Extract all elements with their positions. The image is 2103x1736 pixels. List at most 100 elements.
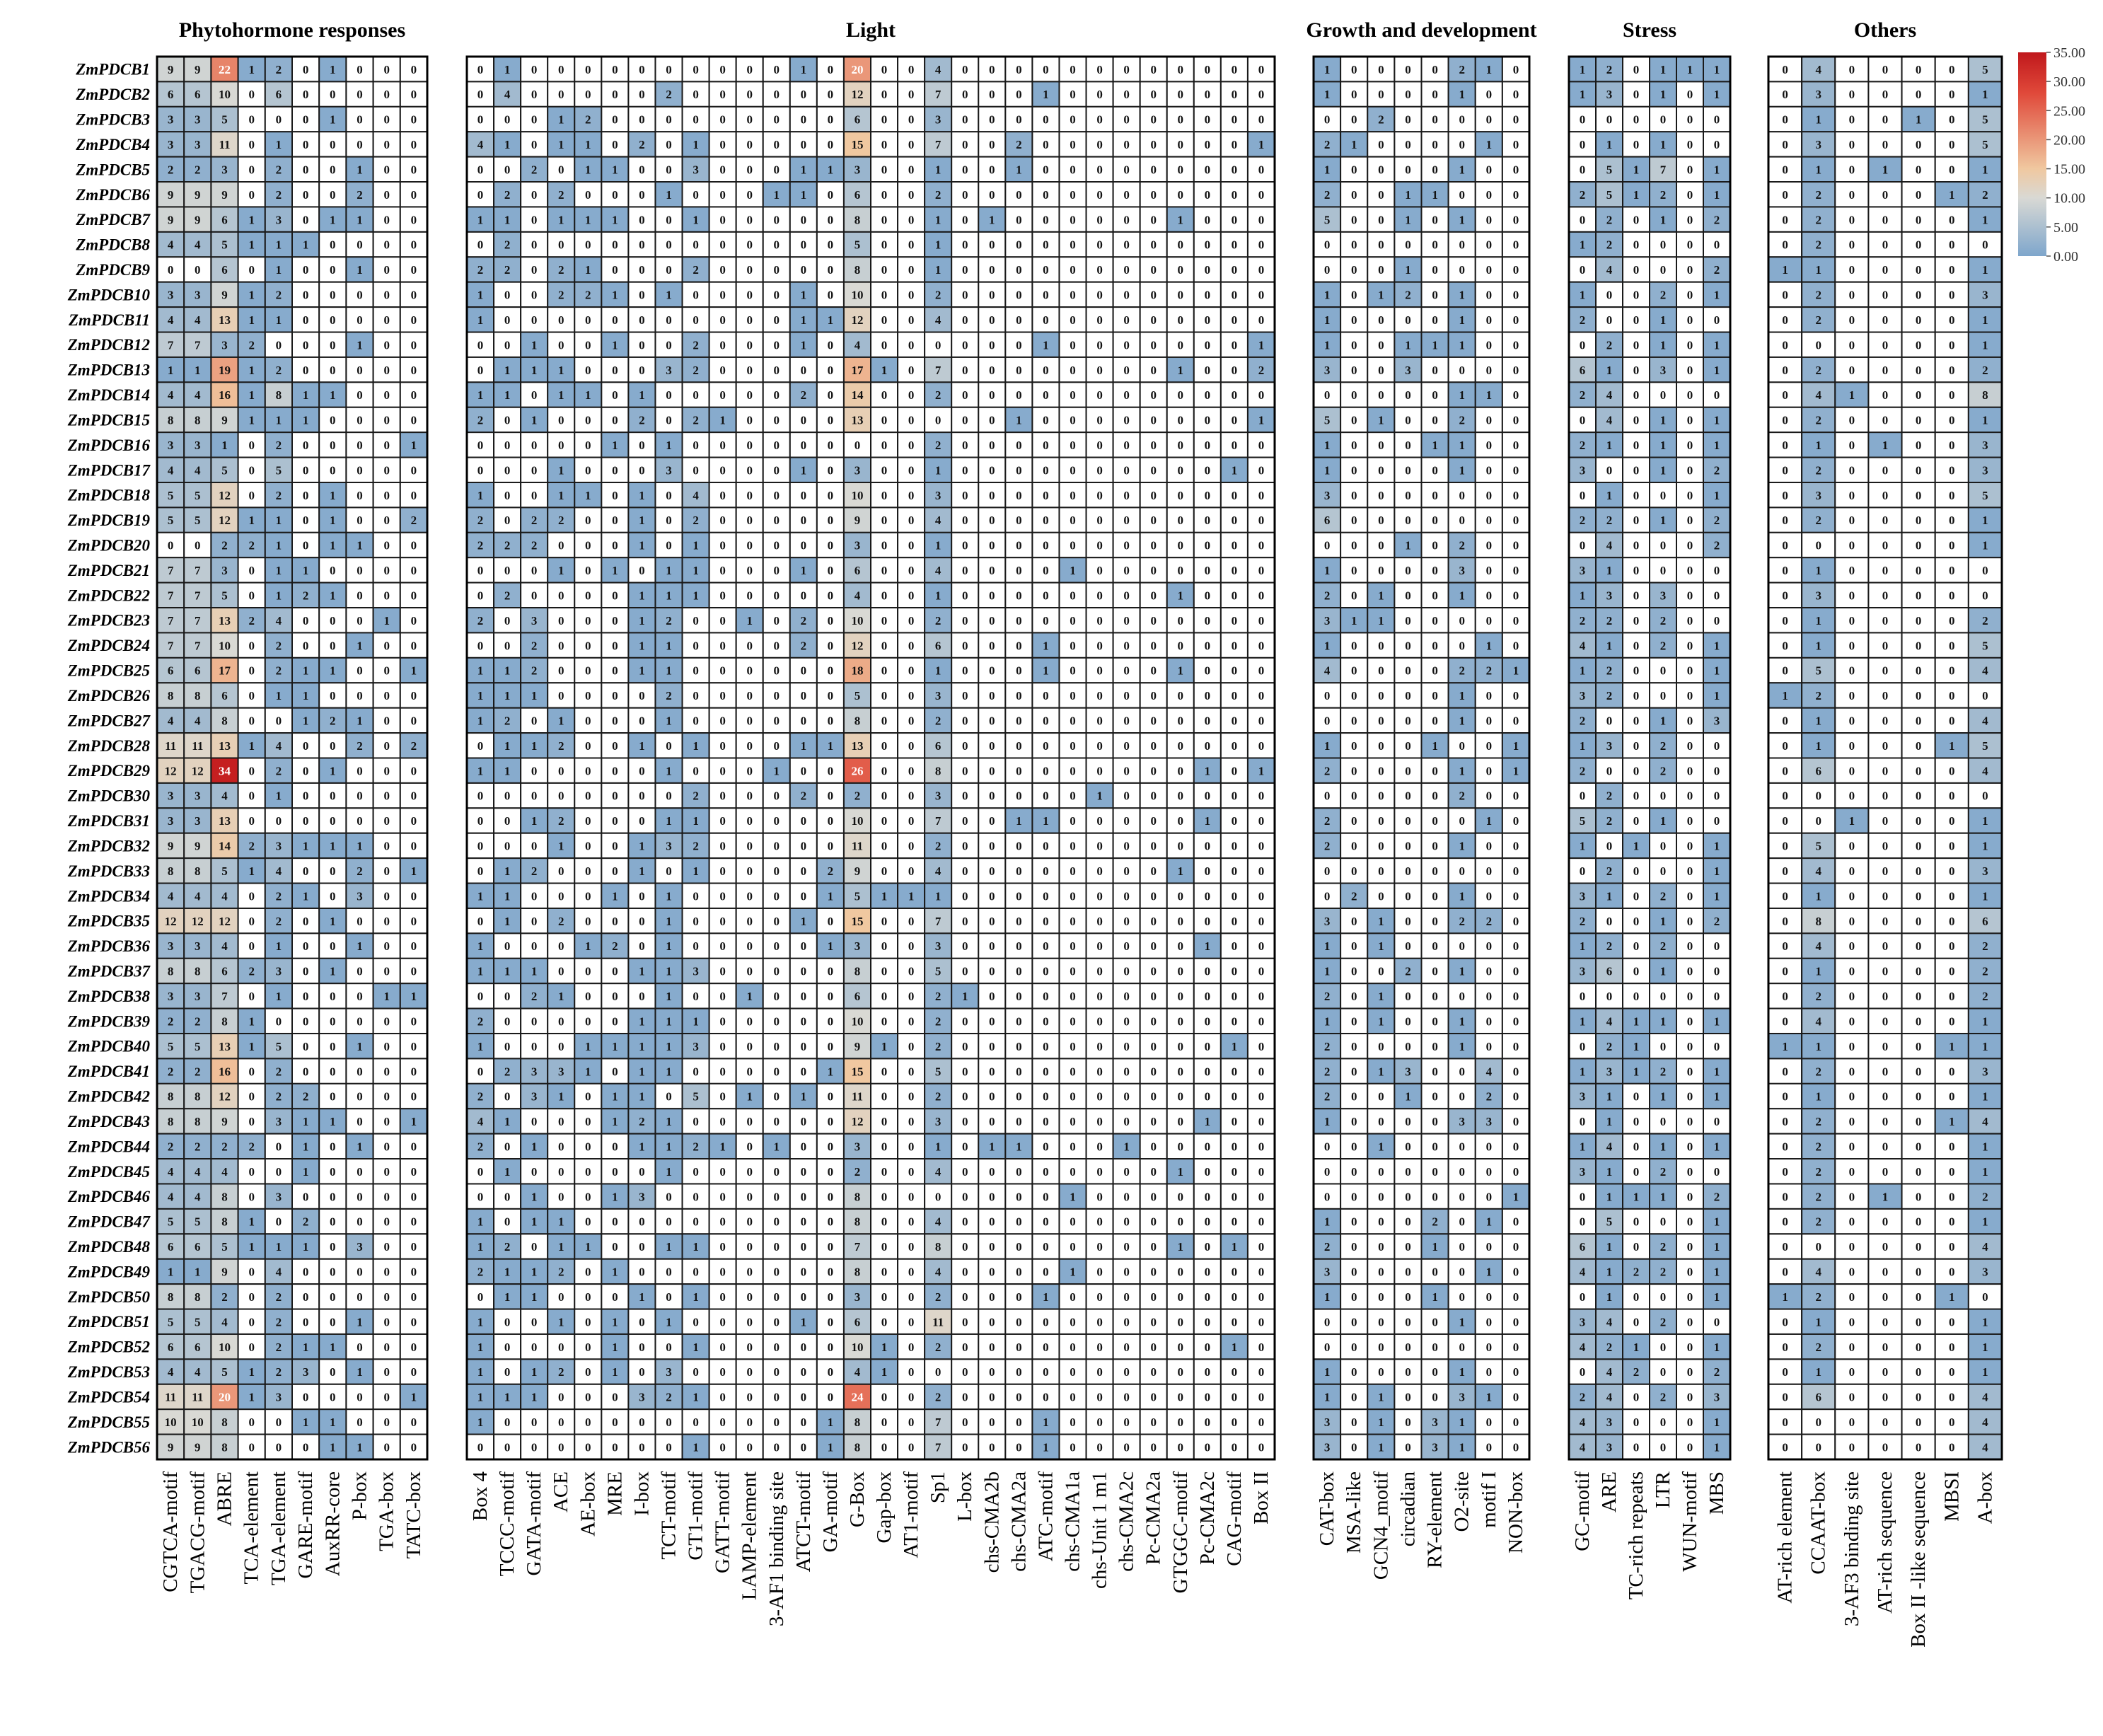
cell-value: 3 [357,889,363,903]
cell-value: 0 [248,1315,255,1329]
row-label: ZmPDCB15 [67,411,150,429]
cell-value: 0 [1096,1365,1103,1379]
cell-value: 1 [1378,289,1384,302]
cell-value: 0 [801,764,807,777]
cell-value: 20 [851,63,863,76]
cell-value: 0 [383,814,390,828]
cell-value: 0 [195,263,201,277]
cell-value: 0 [1096,1115,1103,1128]
heatmap-cell [156,356,185,383]
cell-value: 16 [219,1065,231,1078]
column-label: TCA-element [241,1471,263,1584]
cell-value: 0 [357,463,363,477]
cell-value: 0 [303,1040,309,1053]
cell-value: 0 [1205,1341,1211,1354]
cell-value: 6 [195,1341,201,1354]
cell-value: 0 [962,1365,968,1379]
cell-value: 0 [801,1240,807,1254]
cell-value: 1 [1070,1190,1076,1203]
cell-value: 0 [303,63,309,76]
cell-value: 0 [962,63,968,76]
cell-value: 2 [612,939,618,953]
cell-value: 0 [1016,789,1022,803]
heatmap-cell [264,607,293,634]
cell-value: 0 [746,915,753,928]
heatmap-cell [399,656,428,684]
cell-value: 3 [854,463,861,477]
cell-value: 0 [881,213,888,226]
heatmap-cell [183,406,212,434]
cell-value: 0 [531,1240,538,1254]
cell-value: 0 [303,1391,309,1404]
cell-value: 0 [1070,864,1076,878]
cell-value: 0 [330,1014,336,1028]
cell-value: 1 [558,1090,564,1104]
cell-value: 0 [719,213,726,226]
cell-value: 9 [221,414,228,427]
cell-value: 0 [558,1140,564,1153]
cell-value: 0 [1043,689,1049,702]
cell-value: 0 [1070,364,1076,377]
cell-value: 3 [168,439,174,452]
cell-value: 0 [383,1140,390,1153]
cell-value: 8 [854,965,861,978]
cell-value: 0 [585,1190,591,1203]
cell-value: 0 [477,789,484,803]
cell-value: 1 [1178,664,1184,678]
cell-value: 0 [1178,1040,1184,1053]
cell-value: 2 [693,338,699,352]
heatmap-cell [345,356,374,383]
cell-value: 1 [1378,589,1384,602]
cell-value: 0 [1123,238,1130,252]
row-label: ZmPDCB23 [67,612,150,630]
cell-value: 1 [357,539,363,552]
heatmap-cell [156,707,185,734]
cell-value: 0 [1043,313,1049,327]
cell-value: 0 [1178,163,1184,176]
cell-value: 0 [1178,1115,1184,1128]
cell-value: 0 [1513,489,1519,502]
cell-value: 0 [1205,238,1211,252]
cell-value: 0 [1513,188,1519,202]
cell-value: 0 [1150,965,1157,978]
cell-value: 0 [477,564,484,577]
cell-value: 0 [746,965,753,978]
cell-value: 1 [1205,1115,1211,1128]
cell-value: 0 [639,1341,645,1354]
cell-value: 0 [1043,439,1049,452]
cell-value: 0 [746,138,753,151]
cell-value: 0 [881,714,888,728]
cell-value: 0 [504,1140,511,1153]
cell-value: 0 [248,1266,255,1279]
cell-value: 2 [168,1014,174,1028]
cell-value: 0 [330,1391,336,1404]
cell-value: 0 [1096,664,1103,678]
heatmap-cell [264,732,293,759]
cell-value: 0 [558,1416,564,1429]
heatmap-cell [345,231,374,258]
cell-value: 1 [276,313,282,327]
cell-value: 22 [219,63,231,76]
cell-value: 0 [1232,313,1238,327]
cell-value: 3 [168,814,174,828]
cell-value: 1 [477,1040,484,1053]
cell-value: 0 [1232,213,1238,226]
cell-value: 0 [1232,764,1238,777]
cell-value: 0 [1070,789,1076,803]
cell-value: 0 [828,113,834,127]
cell-value: 2 [1016,138,1022,151]
row-label: ZmPDCB54 [67,1388,150,1406]
cell-value: 0 [1232,589,1238,602]
cell-value: 1 [612,213,618,226]
cell-value: 1 [248,213,255,226]
cell-value: 0 [558,1165,564,1179]
cell-value: 0 [558,965,564,978]
heatmap-cell [345,732,374,759]
cell-value: 1 [221,439,228,452]
cell-value: 2 [1486,664,1493,678]
cell-value: 0 [1351,439,1357,452]
cell-value: 1 [935,1140,942,1153]
cell-value: 0 [1513,113,1519,127]
heatmap-cell [372,256,401,283]
cell-value: 0 [989,238,995,252]
